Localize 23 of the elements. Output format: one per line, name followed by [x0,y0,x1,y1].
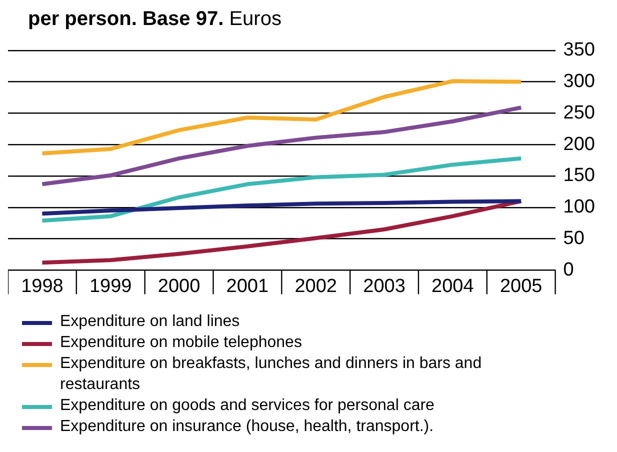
chart-subtitle: Euros [229,8,282,30]
y-tick-label: 250 [563,102,595,124]
x-tick-label: 2001 [226,276,269,297]
y-tick-label: 0 [563,259,574,280]
y-tick-label: 350 [563,40,595,61]
legend-label: Expenditure on insurance (house, health, transport.). [60,417,434,437]
x-tick-label: 2003 [363,276,406,297]
x-tick-label: 1998 [21,276,64,297]
y-tick-label: 100 [563,196,595,218]
x-tick-label: 2005 [500,276,542,297]
y-tick-label: 150 [563,165,595,186]
x-tick-label: 2000 [158,276,200,297]
y-tick-label: 200 [563,134,595,155]
chart-title: per person. Base 97. [28,8,224,30]
x-tick-label: 2004 [432,276,474,297]
legend-label: Expenditure on mobile telephones [60,333,302,353]
legend-label: Expenditure on breakfasts, lunches and dinners in bars and restaurants [60,354,483,395]
y-tick-label: 300 [563,71,595,92]
x-tick-label: 1999 [89,276,132,297]
legend-label: Expenditure on land lines [60,312,240,332]
x-tick-label: 2002 [294,276,337,297]
legend-label: Expenditure on goods and services for personal care [60,396,434,416]
y-tick-label: 50 [563,228,584,250]
